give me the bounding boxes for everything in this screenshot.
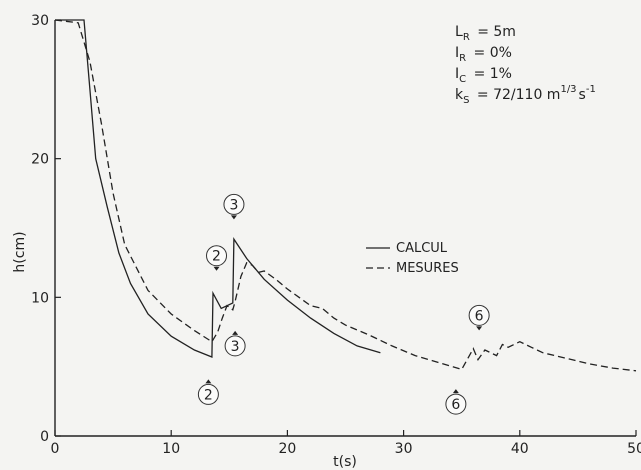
arrow-up-icon bbox=[452, 389, 459, 394]
annotation-marker: 2 bbox=[206, 245, 228, 271]
arrow-up-icon bbox=[232, 330, 239, 335]
annotations: 2 2 3 3 6 6 bbox=[197, 193, 490, 415]
parameter-exponent: 1/3 bbox=[560, 84, 576, 95]
parameter-value: = 72/110 m bbox=[472, 87, 560, 103]
annotation-label: 3 bbox=[231, 339, 240, 355]
annotation-circle bbox=[445, 393, 467, 415]
annotation-marker: 3 bbox=[223, 193, 245, 220]
x-axis-label: t(s) bbox=[333, 454, 357, 470]
annotation-marker: 2 bbox=[197, 379, 219, 405]
parameter-exponent: -1 bbox=[586, 84, 596, 95]
annotation-marker: 6 bbox=[445, 389, 467, 415]
parameter-subscript: R bbox=[459, 53, 466, 64]
legend-label: CALCUL bbox=[396, 241, 448, 256]
parameter-subscript: C bbox=[459, 74, 466, 85]
parameter-value: = 5m bbox=[473, 24, 516, 40]
parameter-line: kS = 72/110 m1/3 s-1 bbox=[455, 84, 596, 106]
x-tick-label: 0 bbox=[51, 441, 60, 457]
parameter-unit: s bbox=[579, 87, 586, 103]
axes bbox=[54, 20, 636, 437]
parameter-line: IC = 1% bbox=[455, 66, 512, 85]
x-tick-label: 40 bbox=[511, 441, 529, 457]
y-tick-label: 30 bbox=[31, 13, 49, 29]
y-tick-label: 10 bbox=[31, 290, 49, 306]
parameter-symbol: k bbox=[455, 87, 464, 103]
ticks: 0 10 20 30 40 50 0 10 20 30 bbox=[31, 13, 641, 457]
series-line-calcul bbox=[55, 19, 381, 358]
x-tick-label: 50 bbox=[627, 441, 641, 457]
x-tick-label: 30 bbox=[395, 441, 413, 457]
annotation-label: 6 bbox=[451, 397, 460, 413]
arrow-up-icon bbox=[205, 379, 212, 384]
x-tick-label: 20 bbox=[278, 441, 296, 457]
parameter-line: LR = 5m bbox=[455, 24, 516, 43]
annotation-label: 2 bbox=[212, 249, 221, 265]
parameter-subscript: R bbox=[463, 32, 470, 43]
parameter-symbol: L bbox=[455, 24, 463, 40]
y-tick-label: 20 bbox=[31, 152, 49, 168]
legend: CALCUL MESURES bbox=[366, 241, 459, 276]
annotation-circle bbox=[197, 383, 219, 405]
annotation-marker: 3 bbox=[224, 330, 246, 357]
y-tick-label: 0 bbox=[40, 429, 49, 445]
annotation-label: 2 bbox=[204, 387, 213, 403]
parameter-value: = 0% bbox=[469, 45, 512, 61]
annotation-label: 6 bbox=[475, 308, 484, 324]
parameter-value: = 1% bbox=[469, 66, 512, 82]
annotation-label: 3 bbox=[229, 197, 238, 213]
legend-label: MESURES bbox=[396, 261, 459, 276]
annotation-circle bbox=[223, 193, 245, 215]
arrow-down-icon bbox=[476, 326, 483, 331]
annotation-marker: 6 bbox=[468, 304, 490, 331]
x-tick-label: 10 bbox=[162, 441, 180, 457]
series-layer bbox=[54, 19, 637, 372]
annotation-circle bbox=[468, 304, 490, 326]
arrow-down-icon bbox=[213, 266, 220, 271]
annotation-circle bbox=[224, 335, 246, 357]
parameter-subscript: S bbox=[463, 95, 469, 106]
parameter-line: IR = 0% bbox=[455, 45, 512, 64]
y-axis-label: h(cm) bbox=[12, 231, 28, 272]
arrow-down-icon bbox=[230, 215, 237, 220]
parameter-symbol: I bbox=[455, 45, 459, 61]
parameter-symbol: I bbox=[455, 66, 459, 82]
series-line-mesures bbox=[54, 19, 637, 372]
annotation-circle bbox=[206, 245, 228, 267]
